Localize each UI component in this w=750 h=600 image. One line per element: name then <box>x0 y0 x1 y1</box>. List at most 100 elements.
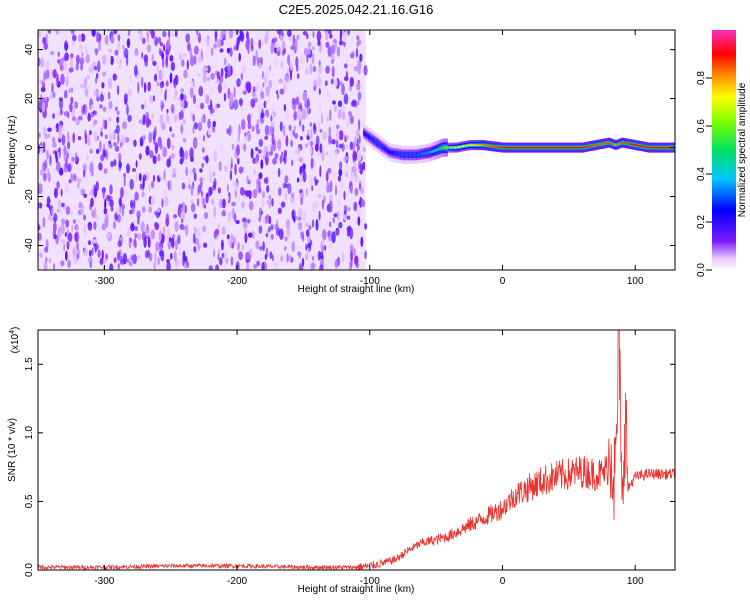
noise-speckle <box>134 233 138 239</box>
signal-cell <box>621 141 624 144</box>
noise-speckle <box>53 263 55 270</box>
noise-speckle <box>145 250 149 259</box>
noise-speckle <box>285 135 289 147</box>
noise-speckle <box>202 200 206 206</box>
noise-speckle <box>116 205 119 216</box>
noise-speckle <box>162 146 167 158</box>
noise-speckle <box>258 138 263 147</box>
noise-speckle <box>45 33 48 45</box>
signal-cell <box>559 146 561 149</box>
noise-speckle <box>317 75 322 87</box>
noise-speckle <box>40 87 46 93</box>
signal-cell <box>421 152 423 156</box>
colorbar-title: Normalized spectral amplitude <box>737 82 748 217</box>
noise-speckle <box>274 223 279 231</box>
noise-speckle <box>85 82 89 90</box>
signal-cell <box>497 146 499 148</box>
noise-speckle <box>83 168 86 178</box>
noise-speckle <box>102 118 105 129</box>
signal-cell <box>396 152 398 156</box>
noise-speckle <box>174 74 179 86</box>
noise-speckle <box>90 188 95 197</box>
noise-speckle <box>38 225 41 230</box>
x-tick-label: -200 <box>227 276 247 287</box>
noise-speckle <box>268 226 271 233</box>
y-tick-label: 20 <box>24 93 35 105</box>
noise-speckle <box>67 163 72 173</box>
noise-speckle <box>277 46 281 52</box>
signal-cell <box>492 145 494 148</box>
noise-speckle <box>217 38 221 49</box>
noise-speckle <box>193 232 196 244</box>
noise-speckle <box>159 81 165 89</box>
noise-speckle <box>284 175 289 184</box>
signal-cell <box>536 146 538 149</box>
signal-cell <box>572 146 574 149</box>
noise-speckle <box>285 219 291 229</box>
noise-speckle <box>226 128 230 135</box>
noise-speckle <box>161 198 164 208</box>
signal-cell <box>461 145 464 148</box>
noise-speckle <box>54 150 58 159</box>
signal-cell <box>564 146 566 149</box>
noise-speckle <box>276 30 281 35</box>
noise-speckle <box>360 236 364 248</box>
noise-speckle <box>129 237 133 243</box>
signal-cell <box>454 146 456 149</box>
noise-speckle <box>193 94 196 105</box>
signal-cell <box>656 146 658 149</box>
noise-speckle <box>205 155 209 164</box>
signal-cell <box>395 151 397 155</box>
noise-speckle <box>266 185 270 193</box>
noise-speckle <box>64 52 69 62</box>
signal-cell <box>632 143 634 146</box>
noise-speckle <box>66 240 70 248</box>
noise-speckle <box>352 150 358 162</box>
noise-speckle <box>140 104 145 110</box>
noise-speckle <box>319 103 321 114</box>
signal-cell <box>514 146 516 149</box>
noise-speckle <box>282 182 288 189</box>
noise-speckle <box>246 262 250 270</box>
signal-cell <box>470 144 472 146</box>
noise-speckle <box>270 224 274 231</box>
noise-speckle <box>166 262 171 270</box>
signal-cell <box>449 146 451 149</box>
noise-speckle <box>210 99 213 110</box>
noise-speckle <box>338 143 344 149</box>
signal-cell <box>488 144 490 147</box>
signal-cell <box>442 146 444 150</box>
noise-speckle <box>89 261 92 269</box>
noise-speckle <box>186 59 189 70</box>
signal-cell <box>589 145 591 148</box>
noise-speckle <box>151 54 154 63</box>
signal-cell <box>524 146 526 149</box>
signal-cell <box>427 151 429 155</box>
colorbar-tick-label: 0.8 <box>696 71 707 85</box>
noise-speckle <box>215 264 220 270</box>
noise-speckle <box>253 264 258 269</box>
signal-cell <box>567 146 569 149</box>
noise-speckle <box>210 72 215 80</box>
signal-cell <box>447 146 449 149</box>
x-tick-label: -200 <box>227 576 247 587</box>
noise-speckle <box>141 191 145 198</box>
noise-speckle <box>325 30 329 41</box>
noise-speckle <box>137 233 142 241</box>
signal-cell <box>411 153 413 157</box>
signal-cell <box>567 146 569 149</box>
signal-cell <box>599 143 601 146</box>
noise-speckle <box>215 70 218 77</box>
noise-speckle <box>150 195 155 207</box>
signal-cell <box>476 144 478 146</box>
noise-speckle <box>140 76 144 88</box>
signal-cell <box>652 146 654 149</box>
noise-speckle <box>192 114 195 122</box>
noise-speckle <box>243 229 248 234</box>
noise-speckle <box>252 189 258 199</box>
noise-speckle <box>358 134 361 145</box>
signal-cell <box>516 146 518 149</box>
signal-cell <box>508 146 510 149</box>
noise-speckle <box>165 56 168 68</box>
noise-speckle <box>91 30 96 37</box>
